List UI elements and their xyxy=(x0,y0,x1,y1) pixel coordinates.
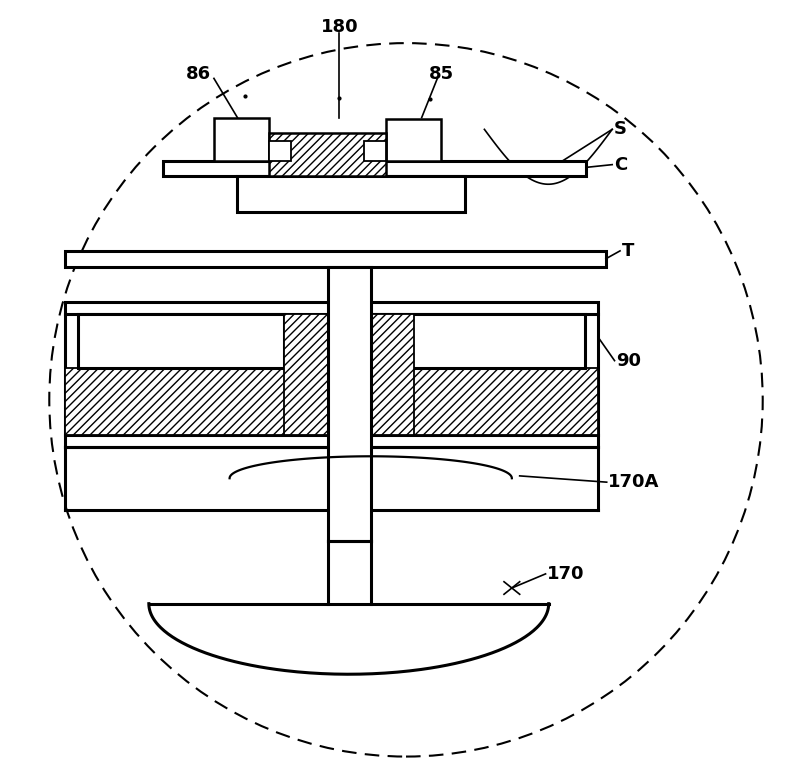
Text: 90: 90 xyxy=(616,352,641,369)
Text: 85: 85 xyxy=(428,66,453,83)
Bar xyxy=(268,141,290,161)
Text: 170A: 170A xyxy=(607,474,659,491)
Text: S: S xyxy=(613,121,626,138)
Text: 170: 170 xyxy=(547,565,584,583)
Text: C: C xyxy=(613,156,626,173)
Bar xyxy=(364,141,386,161)
Bar xyxy=(65,251,605,267)
Bar xyxy=(327,267,371,541)
Bar xyxy=(386,119,440,161)
Text: T: T xyxy=(621,242,633,260)
Text: 86: 86 xyxy=(186,66,211,83)
Bar xyxy=(65,368,315,435)
Bar xyxy=(78,314,284,368)
Bar xyxy=(284,314,327,435)
Bar xyxy=(65,302,598,314)
Bar xyxy=(237,176,464,212)
Bar xyxy=(371,314,414,435)
Bar xyxy=(268,133,386,176)
Bar xyxy=(65,435,598,447)
Text: 180: 180 xyxy=(320,19,358,36)
Bar xyxy=(371,368,598,435)
Bar xyxy=(213,118,268,161)
Bar xyxy=(163,161,586,176)
Bar xyxy=(371,314,584,368)
